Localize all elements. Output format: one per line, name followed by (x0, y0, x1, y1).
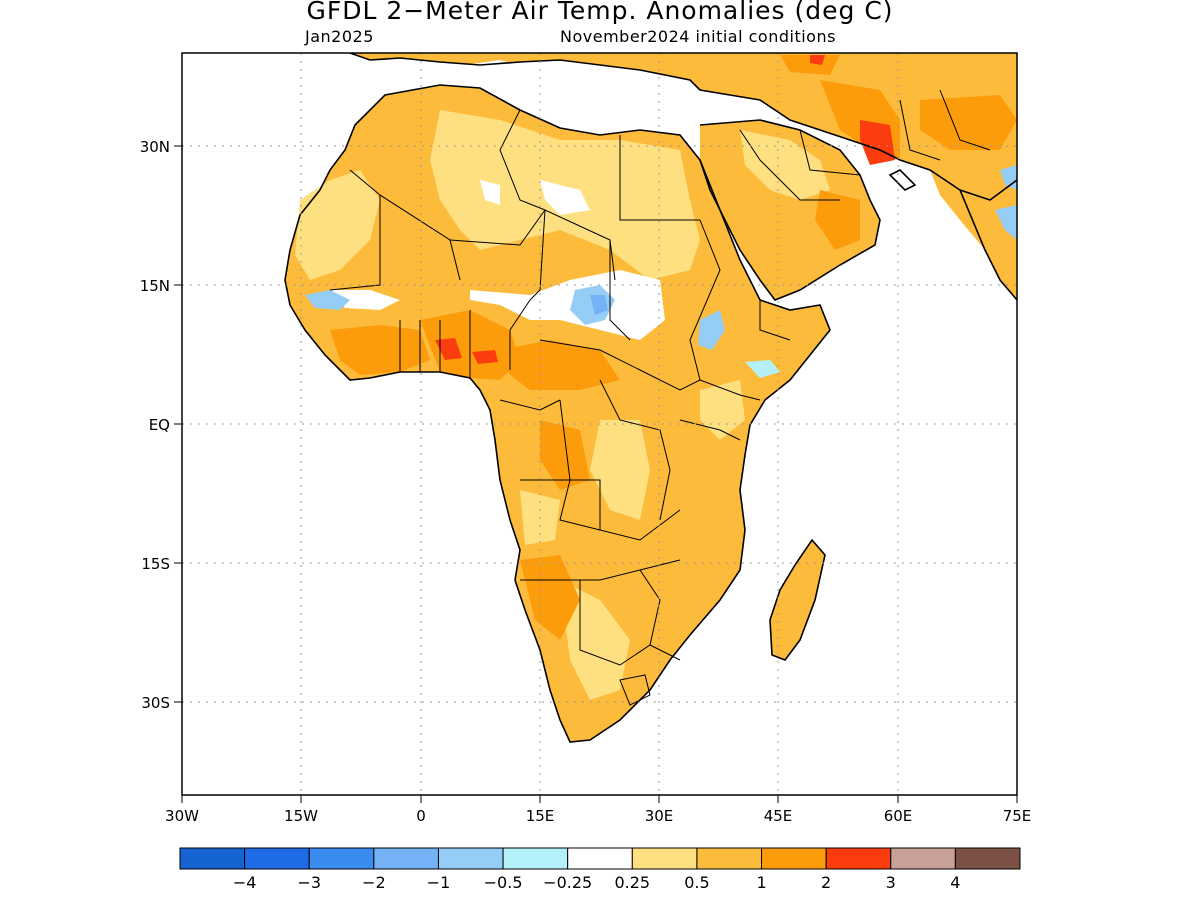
colorbar-label: −4 (233, 873, 257, 892)
colorbar-swatch (761, 847, 827, 870)
colorbar-swatch (631, 847, 698, 870)
colorbar-swatch (244, 847, 310, 870)
coastlines (284, 53, 1017, 743)
colorbar-label: −0.5 (484, 873, 523, 892)
lon-label: 0 (416, 807, 426, 825)
colorbar-labels: −4 −3 −2 −1 −0.5 −0.25 0.25 0.5 1 2 3 4 (233, 873, 961, 892)
colorbar-label: 1 (756, 873, 766, 892)
axis-ticks (174, 145, 1018, 803)
lat-label: 15N (140, 277, 170, 295)
map-title: GFDL 2−Meter Air Temp. Anomalies (deg C) (306, 0, 894, 25)
lon-label: 15W (284, 807, 318, 825)
colorbar-label: 0.25 (614, 873, 650, 892)
colorbar-label: 0.5 (684, 873, 709, 892)
colorbar-swatch (567, 847, 633, 870)
valid-month-label: Jan2025 (305, 27, 374, 46)
colorbar-swatch (696, 847, 763, 870)
lat-label: EQ (149, 416, 170, 434)
colorbar-swatch (954, 847, 1021, 870)
country-borders (329, 89, 991, 706)
colorbar-swatch (825, 847, 892, 870)
colorbar-label: −1 (427, 873, 451, 892)
lon-label: 75E (1003, 807, 1032, 825)
colorbar-swatch (502, 847, 569, 870)
graticule (182, 53, 1017, 795)
colorbar-label: −2 (362, 873, 386, 892)
land-anomaly-field (285, 53, 1017, 742)
lon-label: 45E (764, 807, 793, 825)
colorbar-label: −0.25 (543, 873, 592, 892)
initial-conditions-label: November2024 initial conditions (560, 27, 836, 46)
colorbar-label: 4 (950, 873, 960, 892)
lat-label: 30S (141, 694, 170, 712)
colorbar-label: −3 (297, 873, 321, 892)
lat-label: 30N (140, 138, 170, 156)
colorbar (179, 847, 1021, 870)
lon-label: 30E (645, 807, 674, 825)
colorbar-swatch (437, 847, 504, 870)
lon-label: 15E (526, 807, 555, 825)
colorbar-label: 3 (886, 873, 896, 892)
colorbar-swatch (308, 847, 375, 870)
colorbar-swatch (373, 847, 439, 870)
lon-label: 30W (165, 807, 199, 825)
lon-label: 60E (884, 807, 913, 825)
colorbar-swatch (890, 847, 956, 870)
lat-label: 15S (141, 555, 170, 573)
colorbar-label: 2 (821, 873, 831, 892)
colorbar-swatch (179, 847, 246, 870)
